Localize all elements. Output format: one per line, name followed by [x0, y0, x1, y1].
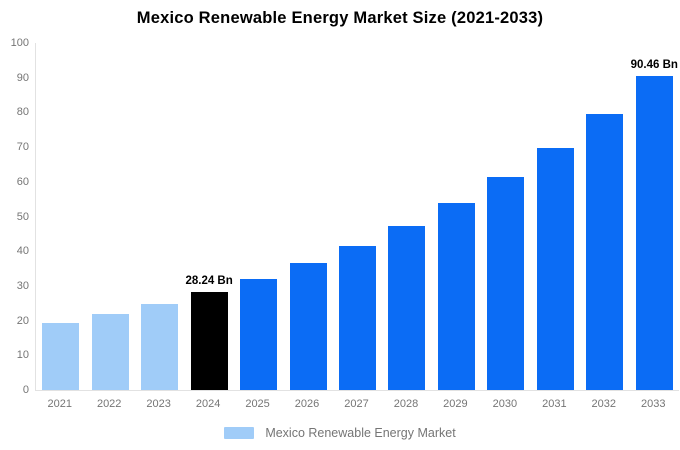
bar-2032[interactable] [586, 114, 624, 390]
x-tick-label-2028: 2028 [393, 398, 419, 410]
bar-2021[interactable] [42, 323, 80, 390]
y-tick-label-60: 60 [16, 175, 29, 188]
bar-2024[interactable] [190, 292, 228, 390]
y-tick-label-50: 50 [16, 210, 29, 223]
legend-item[interactable]: Mexico Renewable Energy Market [0, 426, 680, 440]
y-tick-label-40: 40 [16, 245, 29, 258]
x-tick-label-2027: 2027 [344, 398, 369, 410]
x-axis: 2021 2022 2023 2024 2025 2026 2027 2028 2029 2030… [35, 398, 678, 414]
bar-value-label-2024: 28.24 Bn [185, 275, 233, 288]
legend-label: Mexico Renewable Energy Market [265, 426, 456, 440]
x-tick-label-2030: 2030 [492, 398, 518, 410]
x-tick-label-2033: 2033 [641, 398, 666, 410]
x-tick-label-2031: 2031 [542, 398, 567, 410]
y-tick-label-0: 0 [22, 384, 29, 396]
x-tick-label-2021: 2021 [47, 398, 72, 410]
y-tick-label-70: 70 [16, 141, 29, 154]
x-tick-label-2032: 2032 [591, 398, 617, 410]
y-tick-label-80: 80 [16, 106, 29, 119]
legend-swatch-icon [224, 427, 255, 439]
x-tick-label-2029: 2029 [443, 398, 468, 410]
bar-2029[interactable] [437, 202, 475, 390]
chart-title: Mexico Renewable Energy Market Size (202… [136, 9, 544, 27]
bar-value-label-2033: 90.46 Bn [630, 59, 678, 72]
x-tick-label-2024: 2024 [195, 398, 221, 410]
x-tick-label-2025: 2025 [245, 398, 270, 410]
x-tick-label-2023: 2023 [146, 398, 171, 410]
y-tick-label-10: 10 [16, 349, 29, 362]
y-tick-label-20: 20 [16, 314, 29, 327]
bar-2028[interactable] [388, 225, 426, 390]
bar-2026[interactable] [289, 263, 327, 390]
y-axis: 0 10 20 30 40 50 60 70 80 90 100 [0, 37, 29, 396]
bar-2022[interactable] [91, 314, 129, 390]
bar-2023[interactable] [141, 303, 179, 390]
y-tick-label-100: 100 [10, 37, 29, 49]
bar-2027[interactable] [339, 245, 376, 390]
x-tick-label-2026: 2026 [294, 398, 320, 410]
bar-2033[interactable] [635, 76, 673, 390]
bar-2025[interactable] [240, 278, 278, 390]
x-tick-label-2022: 2022 [96, 398, 122, 410]
bar-2030[interactable] [487, 176, 525, 390]
bar-2031[interactable] [536, 147, 574, 390]
y-tick-label-90: 90 [16, 71, 29, 84]
plot-area: 28.24 Bn 90.46 Bn [35, 43, 679, 391]
y-tick-label-30: 30 [16, 279, 29, 292]
